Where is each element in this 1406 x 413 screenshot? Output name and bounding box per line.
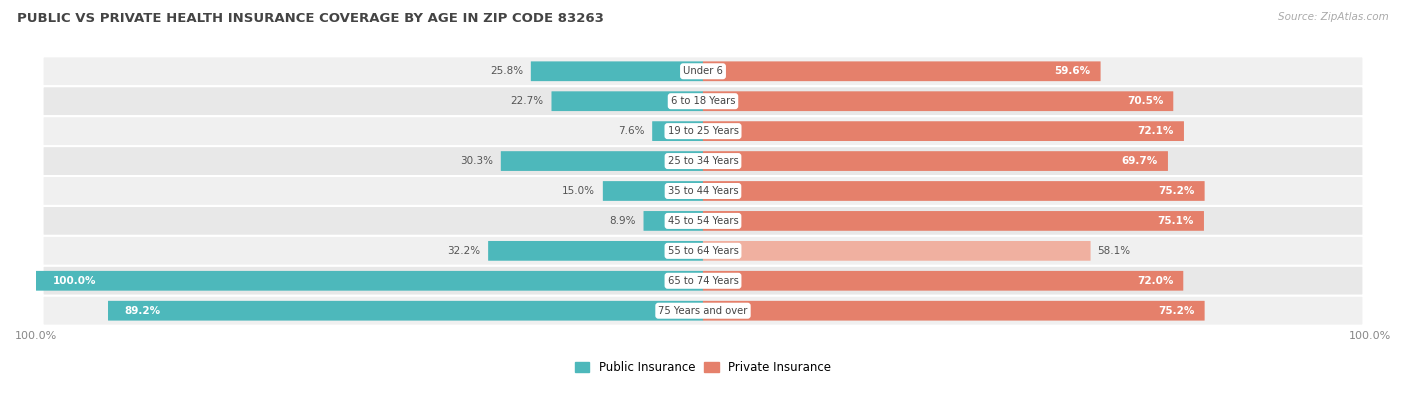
FancyBboxPatch shape [551,91,703,111]
FancyBboxPatch shape [603,181,703,201]
Text: 25 to 34 Years: 25 to 34 Years [668,156,738,166]
Text: 19 to 25 Years: 19 to 25 Years [668,126,738,136]
FancyBboxPatch shape [703,241,1091,261]
Text: 75 Years and over: 75 Years and over [658,306,748,316]
Legend: Public Insurance, Private Insurance: Public Insurance, Private Insurance [571,356,835,379]
FancyBboxPatch shape [42,296,1364,326]
Text: Under 6: Under 6 [683,66,723,76]
FancyBboxPatch shape [703,151,1168,171]
Text: 72.1%: 72.1% [1137,126,1174,136]
Text: 72.0%: 72.0% [1137,276,1173,286]
Text: 70.5%: 70.5% [1126,96,1163,106]
Text: 55 to 64 Years: 55 to 64 Years [668,246,738,256]
FancyBboxPatch shape [501,151,703,171]
FancyBboxPatch shape [488,241,703,261]
FancyBboxPatch shape [42,86,1364,116]
FancyBboxPatch shape [703,91,1173,111]
FancyBboxPatch shape [644,211,703,231]
Text: 75.2%: 75.2% [1159,186,1195,196]
Text: 8.9%: 8.9% [609,216,636,226]
Text: 35 to 44 Years: 35 to 44 Years [668,186,738,196]
FancyBboxPatch shape [703,301,1205,320]
Text: 69.7%: 69.7% [1122,156,1157,166]
FancyBboxPatch shape [703,211,1204,231]
FancyBboxPatch shape [531,62,703,81]
FancyBboxPatch shape [42,236,1364,266]
Text: 15.0%: 15.0% [562,186,595,196]
FancyBboxPatch shape [703,271,1184,291]
FancyBboxPatch shape [37,271,703,291]
FancyBboxPatch shape [42,116,1364,146]
Text: 75.1%: 75.1% [1157,216,1194,226]
Text: 65 to 74 Years: 65 to 74 Years [668,276,738,286]
Text: 89.2%: 89.2% [125,306,160,316]
Text: 75.2%: 75.2% [1159,306,1195,316]
Text: 30.3%: 30.3% [460,156,494,166]
FancyBboxPatch shape [652,121,703,141]
FancyBboxPatch shape [703,62,1101,81]
Text: 45 to 54 Years: 45 to 54 Years [668,216,738,226]
FancyBboxPatch shape [42,266,1364,296]
Text: PUBLIC VS PRIVATE HEALTH INSURANCE COVERAGE BY AGE IN ZIP CODE 83263: PUBLIC VS PRIVATE HEALTH INSURANCE COVER… [17,12,603,25]
Text: 7.6%: 7.6% [617,126,644,136]
FancyBboxPatch shape [42,176,1364,206]
FancyBboxPatch shape [42,56,1364,86]
FancyBboxPatch shape [108,301,703,320]
Text: 25.8%: 25.8% [489,66,523,76]
Text: 32.2%: 32.2% [447,246,481,256]
Text: 58.1%: 58.1% [1097,246,1130,256]
FancyBboxPatch shape [703,181,1205,201]
Text: 6 to 18 Years: 6 to 18 Years [671,96,735,106]
FancyBboxPatch shape [42,206,1364,236]
Text: 59.6%: 59.6% [1054,66,1091,76]
FancyBboxPatch shape [42,146,1364,176]
Text: 100.0%: 100.0% [53,276,96,286]
FancyBboxPatch shape [703,121,1184,141]
Text: Source: ZipAtlas.com: Source: ZipAtlas.com [1278,12,1389,22]
Text: 22.7%: 22.7% [510,96,544,106]
